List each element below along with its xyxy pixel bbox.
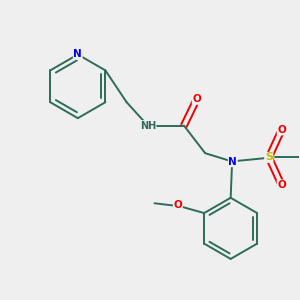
Text: O: O: [173, 200, 182, 210]
Text: S: S: [265, 152, 273, 162]
Text: O: O: [277, 125, 286, 135]
Text: N: N: [228, 157, 237, 167]
Text: NH: NH: [140, 121, 156, 130]
Text: O: O: [277, 180, 286, 190]
Text: O: O: [192, 94, 201, 104]
Text: N: N: [74, 50, 82, 59]
